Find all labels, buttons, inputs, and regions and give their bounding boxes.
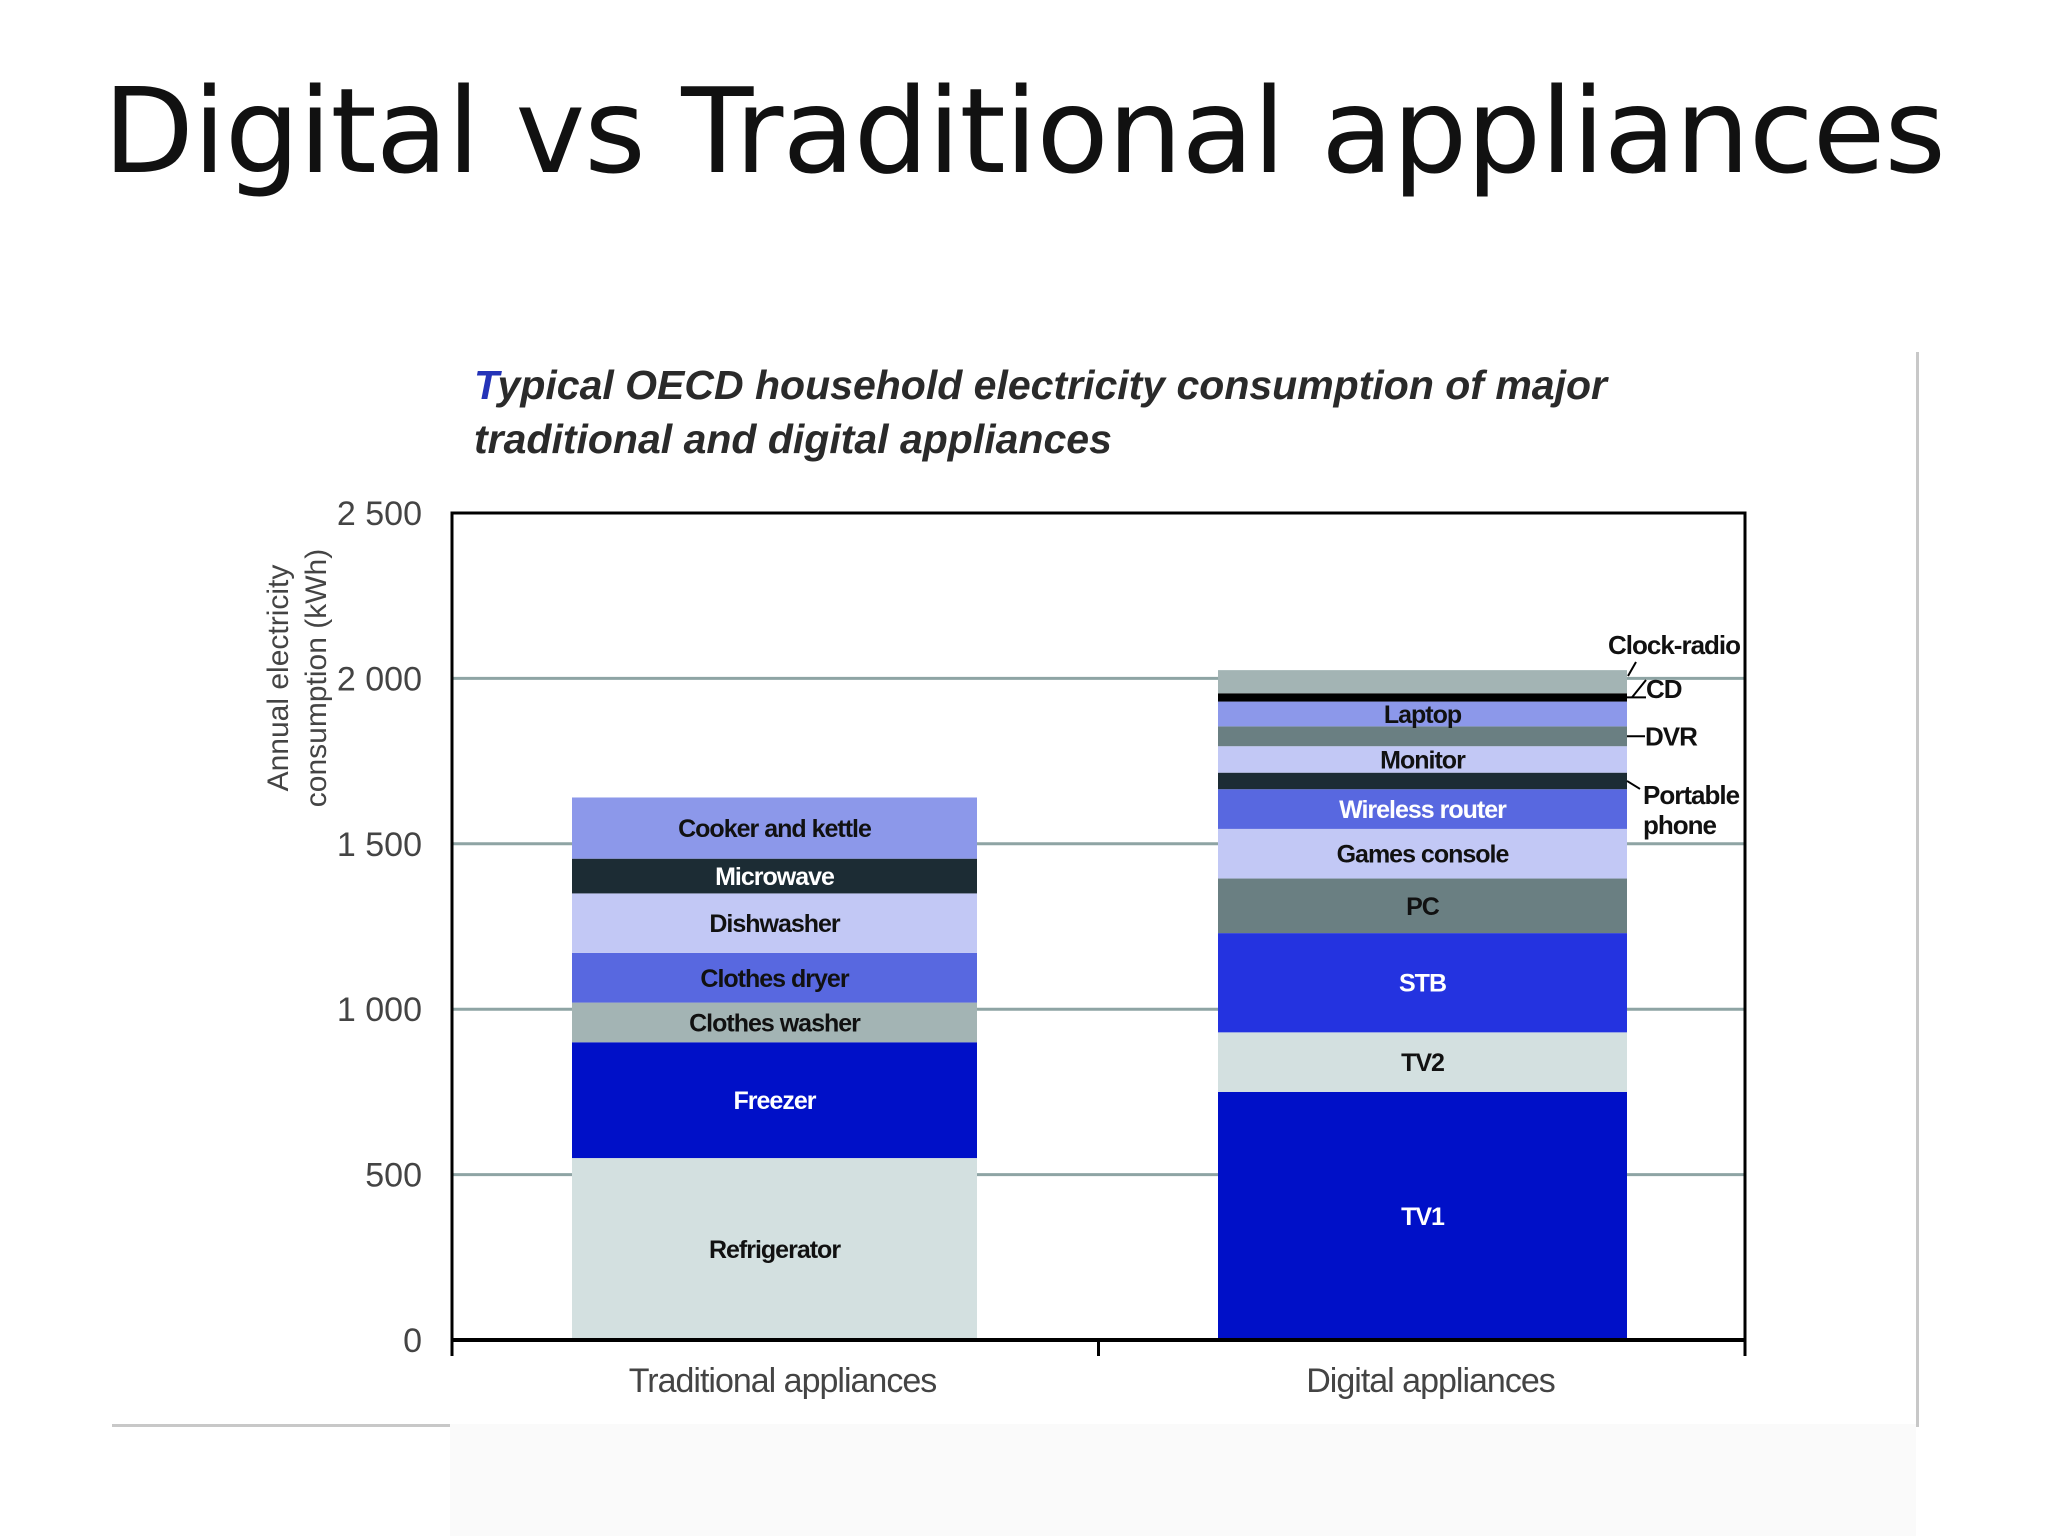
x-category-label: Digital appliances (1306, 1362, 1555, 1400)
bar-segment-clock-radio (1218, 670, 1627, 694)
figure-background (450, 1424, 1916, 1536)
segment-label: Games console (1337, 841, 1510, 869)
segment-label: TV2 (1401, 1049, 1444, 1077)
bar-segment-tv1 (1218, 1091, 1627, 1340)
segment-label: Cooker and kettle (678, 815, 872, 843)
segment-label: Clothes washer (689, 1009, 861, 1037)
segment-label: Microwave (715, 863, 835, 891)
bar-segment-clothes-dryer (572, 952, 977, 1003)
bar-segment-portable-phone (1218, 772, 1627, 790)
segment-label: Wireless router (1339, 796, 1507, 824)
segment-label: Clothes dryer (700, 965, 849, 993)
y-tick-label: 1 500 (337, 826, 422, 864)
y-tick-label: 1 000 (337, 991, 422, 1029)
chart-title-initial: T (474, 362, 498, 408)
leader-line (1626, 780, 1641, 790)
bar-segment-games-console (1218, 828, 1627, 879)
bar-segment-laptop (1218, 701, 1627, 727)
bar-segment-monitor (1218, 746, 1627, 773)
bar-segment-clothes-washer (572, 1002, 977, 1043)
bar-segment-cd (1218, 693, 1627, 702)
segment-label: STB (1399, 970, 1446, 998)
bar-segment-tv2 (1218, 1032, 1627, 1092)
segment-label: Monitor (1380, 746, 1466, 774)
segment-label: TV1 (1401, 1203, 1445, 1231)
bar-segment-refrigerator (572, 1158, 977, 1340)
plot-frame (450, 511, 1747, 1340)
chart-title-text: ypical OECD household electricity consum… (474, 362, 1607, 462)
segment-label: Laptop (1384, 701, 1462, 729)
external-label: Clock-radio (1608, 630, 1740, 660)
segment-label: Freezer (734, 1087, 817, 1115)
y-tick-label: 500 (365, 1157, 422, 1195)
segment-label: Refrigerator (709, 1236, 841, 1264)
bar-segment-cooker-and-kettle (572, 797, 977, 859)
y-tick-label: 2 500 (337, 495, 422, 533)
y-axis-label-line2: consumption (kWh) (300, 549, 333, 807)
x-category-label: Traditional appliances (629, 1362, 937, 1400)
y-axis-label-line1: Annual electricity (262, 565, 295, 792)
external-label: phone (1643, 810, 1717, 840)
bar-segment-dvr (1218, 726, 1627, 747)
y-axis-label: Annual electricity consumption (kWh) (262, 549, 333, 807)
bar-segment-dishwasher (572, 893, 977, 953)
bar-segment-microwave (572, 858, 977, 894)
y-tick-label: 2 000 (337, 660, 422, 698)
segment-label: Dishwasher (709, 910, 841, 938)
leader-line (1627, 661, 1637, 677)
bar-segment-freezer (572, 1042, 977, 1159)
slide-title: Digital vs Traditional appliances (103, 62, 1946, 200)
bar-segment-stb (1218, 933, 1627, 1033)
chart-title: Typical OECD household electricity consu… (474, 358, 1674, 466)
external-label: Portable (1643, 780, 1740, 810)
bar-segment-pc (1218, 878, 1627, 934)
external-label: CD (1646, 674, 1682, 704)
y-tick-label: 0 (403, 1322, 422, 1360)
segment-label: PC (1406, 893, 1440, 921)
leader-line (1631, 679, 1647, 699)
external-label: DVR (1645, 721, 1698, 751)
bar-segment-wireless-router (1218, 789, 1627, 829)
